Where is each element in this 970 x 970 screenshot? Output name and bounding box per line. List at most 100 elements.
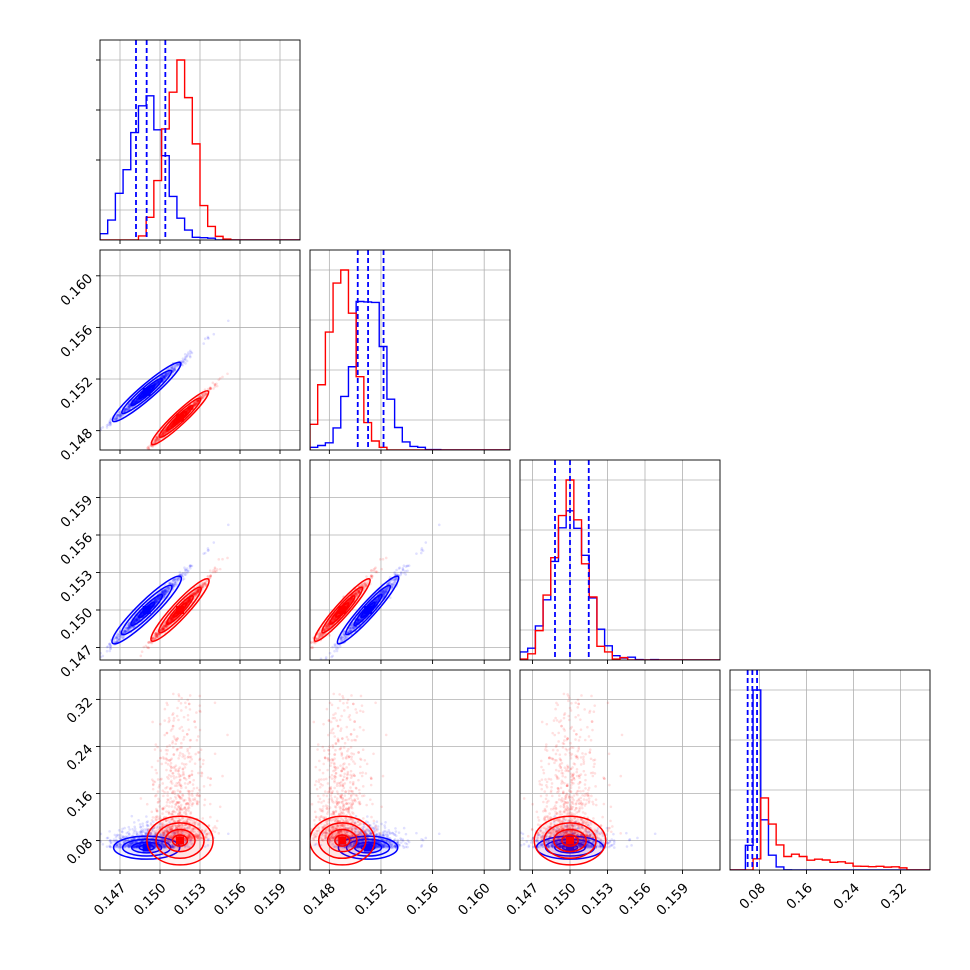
scatter-point — [135, 616, 138, 620]
scatter-point — [166, 587, 169, 590]
scatter-point — [151, 636, 155, 640]
scatter-point — [106, 645, 110, 648]
scatter-point — [406, 569, 409, 573]
scatter-point — [124, 408, 127, 412]
scatter-point — [172, 368, 176, 372]
scatter-point — [193, 402, 197, 406]
scatter-point — [181, 574, 185, 578]
scatter-point — [192, 402, 196, 405]
scatter-point — [163, 592, 166, 596]
panel-content — [100, 523, 230, 659]
scatter-point — [119, 412, 122, 416]
scatter-point — [170, 366, 174, 370]
scatter-point — [135, 617, 139, 621]
panel-frame — [309, 249, 511, 451]
scatter-point — [154, 438, 158, 442]
scatter-point — [193, 403, 197, 407]
scatter-point — [194, 591, 197, 595]
scatter-point — [196, 399, 199, 403]
scatter-point — [116, 639, 119, 643]
scatter-point — [188, 599, 191, 603]
scatter-point — [126, 626, 130, 629]
scatter-point — [166, 374, 169, 378]
scatter-point — [208, 386, 212, 389]
scatter-point — [117, 414, 121, 417]
scatter-point — [213, 383, 217, 387]
scatter-point — [115, 636, 118, 640]
scatter-point — [117, 634, 120, 637]
scatter-point — [170, 424, 173, 427]
scatter-point — [384, 556, 388, 560]
scatter-point — [121, 413, 124, 417]
scatter-point — [161, 629, 164, 632]
scatter-point — [163, 592, 166, 596]
scatter-point — [202, 395, 206, 399]
scatter-point — [154, 382, 158, 386]
scatter-point — [109, 421, 112, 424]
scatter-point — [164, 375, 167, 378]
scatter-point — [134, 400, 137, 404]
scatter-point — [135, 618, 138, 622]
scatter-point — [184, 568, 187, 571]
scatter-point — [155, 597, 158, 601]
scatter-point — [173, 366, 177, 370]
scatter-point — [170, 366, 174, 370]
scatter-point — [195, 399, 199, 403]
scatter-point — [157, 438, 161, 442]
scatter-point — [193, 592, 196, 595]
scatter-point — [116, 632, 120, 636]
scatter-point — [147, 447, 151, 450]
scatter-point — [172, 366, 175, 370]
scatter-point — [175, 365, 178, 368]
scatter-point — [195, 399, 199, 403]
scatter-point — [170, 618, 174, 622]
scatter-point — [156, 380, 159, 384]
scatter-point — [183, 571, 187, 574]
scatter-point — [333, 649, 336, 653]
scatter-point — [155, 599, 159, 603]
scatter-point — [108, 421, 112, 425]
scatter-point — [163, 588, 167, 592]
scatter-point — [437, 523, 441, 527]
scatter-point — [331, 645, 334, 649]
scatter-point — [153, 440, 157, 444]
scatter-point — [164, 624, 168, 627]
scatter-point — [163, 589, 166, 593]
scatter-point — [128, 625, 132, 629]
scatter-point — [116, 417, 119, 421]
scatter-point — [163, 430, 167, 434]
scatter-point — [185, 599, 189, 603]
scatter-point — [124, 629, 127, 633]
scatter-point — [169, 424, 173, 428]
scatter-point — [170, 423, 174, 426]
scatter-point — [188, 407, 191, 411]
scatter-point — [135, 618, 139, 622]
scatter-point — [187, 599, 190, 603]
scatter-point — [109, 418, 112, 422]
scatter-point — [162, 590, 165, 594]
scatter-point — [128, 402, 131, 405]
scatter-point — [156, 598, 159, 602]
scatter-point — [191, 593, 195, 596]
scatter-point — [127, 629, 130, 632]
scatter-point — [135, 400, 138, 403]
scatter-point — [173, 367, 177, 370]
scatter-point — [125, 627, 128, 631]
scatter-point — [113, 416, 117, 420]
scatter-point — [163, 590, 167, 593]
scatter-point — [181, 363, 184, 367]
scatter-point — [155, 381, 158, 384]
scatter-point — [170, 615, 173, 619]
scatter-point — [161, 589, 164, 593]
scatter-point — [173, 368, 176, 372]
scatter-point — [163, 589, 167, 593]
scatter-point — [135, 397, 139, 401]
scatter-point — [187, 408, 191, 411]
scatter-point — [133, 619, 137, 623]
scatter-point — [153, 439, 157, 443]
scatter-point — [182, 360, 186, 364]
scatter-point — [128, 621, 131, 625]
scatter-point — [154, 438, 158, 442]
scatter-point — [209, 574, 212, 577]
scatter-point — [173, 364, 177, 368]
